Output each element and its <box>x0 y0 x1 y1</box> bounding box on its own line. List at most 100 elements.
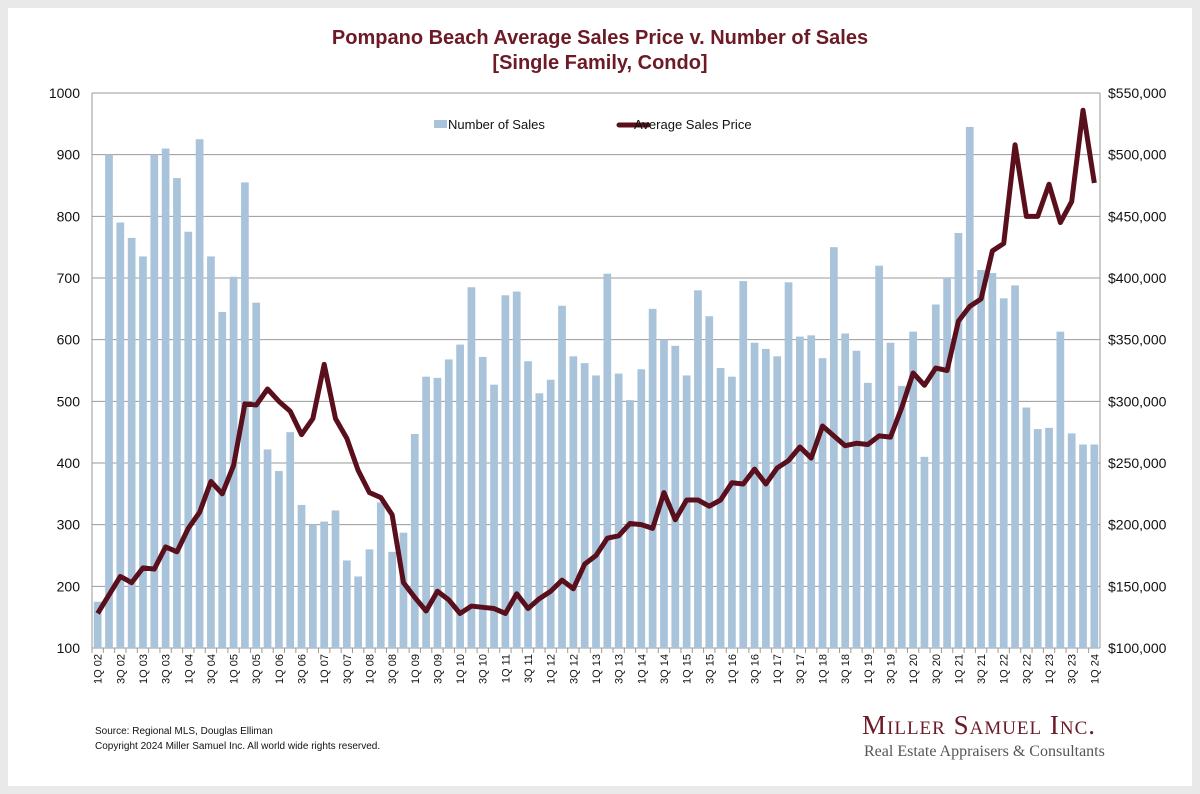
x-tick-label: 3Q 10 <box>478 654 490 684</box>
x-tick-label: 3Q 07 <box>342 654 354 684</box>
sales-bar <box>161 148 170 648</box>
x-tick-label: 3Q 14 <box>659 654 671 684</box>
sales-bar <box>1022 407 1031 648</box>
logo-tagline: Real Estate Appraisers & Consultants <box>864 743 1105 760</box>
right-tick-label: $100,000 <box>1108 640 1167 656</box>
right-tick-label: $350,000 <box>1108 332 1167 348</box>
x-tick-label: 1Q 23 <box>1044 654 1056 684</box>
sales-bar <box>410 434 419 648</box>
sales-bar <box>1056 331 1065 648</box>
sales-bar <box>671 345 680 648</box>
sales-bar <box>784 282 793 648</box>
x-tick-label: 3Q 11 <box>523 654 535 683</box>
sales-bar <box>184 231 193 648</box>
sales-bar <box>399 532 408 648</box>
x-tick-label: 1Q 07 <box>319 654 331 684</box>
sales-bar <box>376 502 385 648</box>
x-tick-label: 3Q 09 <box>432 654 444 684</box>
x-tick-label: 3Q 15 <box>704 654 716 684</box>
source-note: Source: Regional MLS, Douglas Elliman <box>95 726 273 737</box>
left-tick-label: 500 <box>57 393 81 409</box>
sales-bar <box>286 432 295 648</box>
sales-bar <box>365 549 374 648</box>
x-tick-label: 1Q 16 <box>727 654 739 684</box>
right-tick-label: $200,000 <box>1108 517 1167 533</box>
sales-bar <box>943 278 951 648</box>
x-tick-label: 3Q 18 <box>840 654 852 684</box>
sales-bar <box>512 291 521 648</box>
sales-bar <box>275 471 283 648</box>
sales-bar <box>716 368 725 648</box>
sales-bar <box>603 273 612 648</box>
sales-bar <box>263 449 272 648</box>
x-tick-label: 3Q 04 <box>206 654 218 684</box>
left-tick-label: 600 <box>57 332 81 348</box>
sales-bar <box>1045 427 1053 648</box>
sales-bar <box>694 290 702 648</box>
right-tick-label: $400,000 <box>1108 270 1167 286</box>
sales-bar <box>478 356 487 648</box>
sales-bar <box>331 510 340 648</box>
sales-bar <box>139 256 147 648</box>
x-tick-label: 1Q 13 <box>591 654 603 684</box>
x-tick-label: 3Q 08 <box>387 654 399 684</box>
x-tick-label: 1Q 22 <box>999 654 1011 684</box>
right-tick-label: $250,000 <box>1108 455 1167 471</box>
sales-bar <box>592 375 600 648</box>
sales-bar <box>444 359 453 648</box>
sales-bar <box>648 308 657 648</box>
left-tick-label: 100 <box>57 640 81 656</box>
sales-bar <box>682 375 691 648</box>
sales-bar <box>841 333 850 648</box>
sales-bar <box>863 382 872 648</box>
title-line-2: [Single Family, Condo] <box>492 52 708 74</box>
sales-bar <box>1033 429 1042 648</box>
sales-bar <box>127 237 136 648</box>
sales-bar <box>829 247 838 648</box>
x-tick-label: 3Q 23 <box>1067 654 1079 684</box>
sales-bar <box>501 295 510 648</box>
sales-bar <box>1067 433 1076 648</box>
sales-bar <box>173 178 181 648</box>
x-tick-label: 3Q 03 <box>161 654 173 684</box>
x-tick-label: 1Q 18 <box>818 654 830 684</box>
x-tick-label: 3Q 22 <box>1021 654 1033 684</box>
chart-title: Pompano Beach Average Sales Price v. Num… <box>0 26 1200 76</box>
sales-bar <box>433 377 442 648</box>
x-tick-label: 3Q 06 <box>297 654 309 684</box>
right-tick-label: $500,000 <box>1108 147 1167 163</box>
x-tick-label: 1Q 08 <box>364 654 376 684</box>
sales-bar <box>897 385 906 648</box>
x-tick-label: 1Q 14 <box>636 654 648 684</box>
sales-bar <box>807 335 816 648</box>
sales-bar <box>546 379 555 648</box>
sales-bar <box>750 342 759 648</box>
right-tick-label: $450,000 <box>1108 208 1167 224</box>
x-tick-label: 1Q 02 <box>93 654 105 684</box>
sales-bar <box>773 356 782 648</box>
sales-bar <box>1090 444 1099 648</box>
sales-bar <box>614 373 623 648</box>
title-line-1: Pompano Beach Average Sales Price v. Num… <box>331 27 869 49</box>
x-tick-label: 3Q 17 <box>795 654 807 684</box>
sales-bar <box>195 139 204 648</box>
sales-bar <box>818 358 827 648</box>
sales-bar <box>988 273 997 648</box>
left-tick-label: 800 <box>57 208 81 224</box>
sales-bar <box>524 361 532 648</box>
x-tick-label: 1Q 11 <box>500 654 512 683</box>
copyright-note: Copyright 2024 Miller Samuel Inc. All wo… <box>95 741 381 752</box>
x-tick-label: 1Q 03 <box>138 654 150 684</box>
sales-bar <box>852 350 861 648</box>
x-tick-label: 3Q 21 <box>976 654 988 684</box>
sales-bar <box>116 222 125 648</box>
right-tick-label: $300,000 <box>1108 393 1167 409</box>
sales-bar <box>422 376 430 648</box>
sales-bar <box>796 336 804 648</box>
sales-bar <box>954 232 963 648</box>
sales-bar <box>977 269 985 648</box>
sales-bar <box>490 384 498 648</box>
sales-bar <box>1011 285 1019 648</box>
sales-bar <box>875 265 884 648</box>
x-tick-label: 1Q 06 <box>274 654 286 684</box>
